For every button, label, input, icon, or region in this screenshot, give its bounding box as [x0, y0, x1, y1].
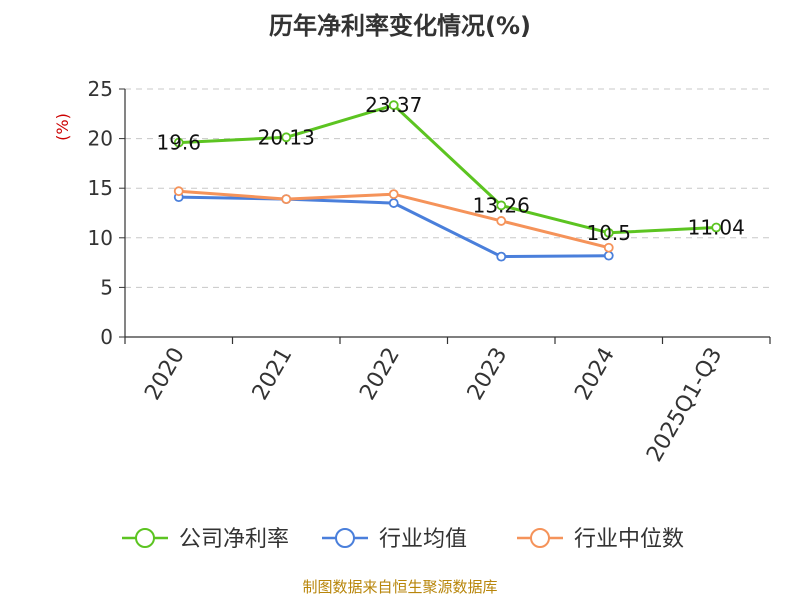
series-0-point-2024 [603, 227, 614, 238]
x-tick-label-2022: 2022 [355, 344, 405, 405]
y-axis-label: (%) [53, 113, 72, 141]
y-tick-label-25: 25 [88, 77, 113, 101]
y-tick-label-20: 20 [88, 127, 113, 151]
legend-label-1: 行业均值 [379, 527, 467, 552]
y-tick-label-5: 5 [100, 275, 113, 299]
data-label-2021: 20.13 [258, 125, 315, 149]
legend-label-0: 公司净利率 [179, 527, 289, 552]
data-label-2020: 19.6 [156, 131, 201, 155]
x-tick-label-2020: 2020 [140, 344, 190, 405]
series-1-point-2023 [496, 251, 507, 262]
series-0-point-2025Q1-Q3 [711, 222, 722, 233]
data-label-2025Q1-Q3: 11.04 [688, 215, 745, 239]
legend-marker-2 [530, 528, 550, 548]
x-tick-label-2023: 2023 [463, 344, 513, 405]
grid-lines [125, 88, 770, 288]
data-label-2023: 13.26 [473, 193, 530, 217]
x-tick-label-2021: 2021 [248, 344, 298, 405]
series-2-point-2024 [603, 242, 614, 253]
y-tick-label-15: 15 [88, 176, 113, 200]
series-2-point-2021 [281, 194, 292, 205]
x-tick-label-2024: 2024 [570, 344, 620, 405]
source-note: 制图数据来自恒生聚源数据库 [302, 578, 497, 596]
x-tick-label-2025Q1-Q3: 2025Q1-Q3 [642, 344, 727, 467]
series-2-point-2020 [173, 186, 184, 197]
series-1-point-2022 [388, 198, 399, 208]
data-label-2022: 23.37 [365, 93, 422, 117]
series-2-point-2023 [496, 216, 507, 226]
data-labels: 19.6 20.13 23.37 13.26 10.5 11.04 [156, 93, 744, 245]
series-0-point-2021 [281, 132, 292, 143]
series-1-point-2024 [603, 250, 614, 261]
series-lines [173, 100, 722, 262]
data-label-2024: 10.5 [586, 221, 631, 245]
legend: 公司净利率 行业均值 行业中位数 [122, 527, 684, 552]
y-tick-label-0: 0 [100, 325, 113, 349]
series-0-point-2020 [173, 137, 184, 148]
legend-marker-1 [335, 528, 355, 548]
chart-title: 历年净利率变化情况(%) [269, 12, 531, 40]
legend-marker-0 [135, 528, 155, 548]
series-0-point-2023 [496, 200, 507, 211]
series-2-point-2022 [388, 189, 399, 200]
series-0-point-2022 [388, 100, 399, 111]
series-line-0 [178, 103, 717, 235]
legend-label-2: 行业中位数 [574, 527, 684, 552]
y-tick-label-10: 10 [88, 226, 113, 250]
